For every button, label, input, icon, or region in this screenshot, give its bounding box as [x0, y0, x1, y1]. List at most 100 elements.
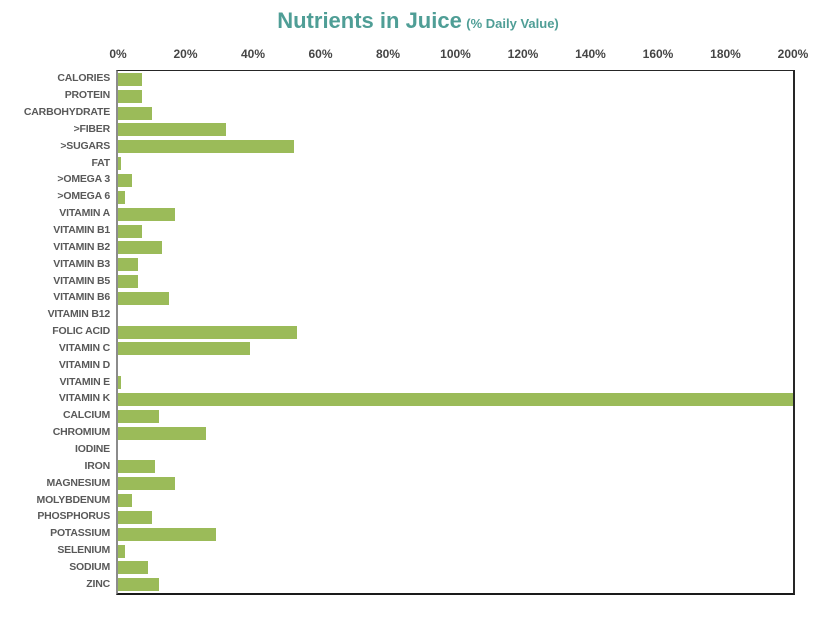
category-label: CALORIES	[57, 72, 110, 85]
bar	[118, 190, 125, 204]
bar-row	[118, 442, 793, 459]
x-axis-tick-label: 80%	[375, 47, 401, 61]
x-axis-tick-label: 40%	[240, 47, 266, 61]
category-label: CALCIUM	[62, 409, 110, 422]
category-label: IODINE	[75, 442, 110, 455]
bar-row	[118, 408, 793, 425]
bar	[118, 140, 294, 154]
bar-row	[118, 391, 793, 408]
category-label: FAT	[91, 156, 111, 169]
chart-title: Nutrients in Juice (% Daily Value)	[0, 8, 836, 34]
bar-row	[118, 256, 793, 273]
x-axis-tick-label: 0%	[109, 47, 127, 61]
bar-row	[118, 88, 793, 105]
bar	[118, 241, 162, 255]
bar	[118, 578, 159, 592]
category-label: PHOSPHORUS	[37, 510, 110, 523]
x-axis-tick-label: 200%	[777, 47, 809, 61]
category-label: VITAMIN B12	[47, 308, 111, 321]
bar	[118, 527, 216, 541]
category-label: >SUGARS	[60, 139, 110, 152]
bar-row	[118, 374, 793, 391]
bar	[118, 275, 139, 289]
bar-row	[118, 290, 793, 307]
category-label: VITAMIN B1	[53, 224, 110, 237]
bar-row	[118, 239, 793, 256]
bar-row	[118, 189, 793, 206]
bar	[118, 494, 132, 508]
bar	[118, 544, 125, 558]
category-label: VITAMIN B5	[53, 274, 110, 287]
bar-row	[118, 172, 793, 189]
bar-row	[118, 105, 793, 122]
bar	[118, 207, 176, 221]
category-label: VITAMIN B6	[53, 291, 110, 304]
category-labels: CALORIES PROTEIN CARBOHYDRATE >FIBER >SUGARS…	[0, 70, 110, 592]
bar	[118, 325, 297, 339]
bar-row	[118, 122, 793, 139]
category-label: CHROMIUM	[52, 426, 111, 439]
bar-row	[118, 206, 793, 223]
category-label: ZINC	[86, 577, 110, 590]
bar-row	[118, 307, 793, 324]
bar	[118, 224, 142, 238]
bar	[118, 123, 226, 137]
bar	[118, 342, 250, 356]
bar	[118, 426, 206, 440]
bar-row	[118, 559, 793, 576]
bar	[118, 477, 176, 491]
bar-row	[118, 341, 793, 358]
bar-row	[118, 324, 793, 341]
category-label: CARBOHYDRATE	[23, 106, 110, 119]
category-label: VITAMIN E	[59, 375, 110, 388]
bar-row	[118, 71, 793, 88]
category-label: VITAMIN C	[58, 341, 110, 354]
category-label: MOLYBDENUM	[36, 493, 111, 506]
category-label: SODIUM	[69, 560, 110, 573]
bar	[118, 72, 142, 86]
bar	[118, 258, 139, 272]
bar-row	[118, 138, 793, 155]
bar-row	[118, 273, 793, 290]
bar	[118, 291, 169, 305]
x-axis-tick-label: 180%	[710, 47, 741, 61]
bar	[118, 392, 793, 406]
bar-row	[118, 475, 793, 492]
chart-title-main: Nutrients in Juice	[277, 8, 462, 33]
category-label: VITAMIN D	[58, 358, 110, 371]
bar-row	[118, 357, 793, 374]
x-axis-tick-label: 60%	[308, 47, 333, 61]
bar	[118, 376, 122, 390]
bar-row	[118, 492, 793, 509]
category-label: VITAMIN B3	[53, 257, 110, 270]
x-axis-tick-label: 160%	[642, 47, 674, 61]
category-label: >FIBER	[73, 122, 111, 135]
x-axis-tick-label: 20%	[173, 47, 198, 61]
bar-row	[118, 155, 793, 172]
bar-row	[118, 543, 793, 560]
bar	[118, 510, 152, 524]
category-label: MAGNESIUM	[46, 476, 110, 489]
category-label: >OMEGA 3	[57, 173, 110, 186]
bar-row	[118, 576, 793, 593]
bar	[118, 89, 142, 103]
x-axis: 0% 20% 40% 60% 80% 100% 120% 140% 160% 180% 200%	[109, 47, 808, 62]
x-axis-tick-label: 100%	[440, 47, 471, 61]
x-axis-tick-label: 120%	[507, 47, 539, 61]
bar	[118, 561, 149, 575]
bar	[118, 157, 122, 171]
category-label: IRON	[84, 459, 111, 472]
category-label: POTASSIUM	[50, 527, 110, 540]
category-label: FOLIC ACID	[52, 325, 110, 338]
category-label: VITAMIN K	[58, 392, 110, 405]
category-label: VITAMIN A	[59, 207, 110, 220]
category-label: >OMEGA 6	[57, 190, 110, 203]
bar	[118, 173, 132, 187]
bar	[118, 409, 159, 423]
category-label: VITAMIN B2	[53, 240, 110, 253]
bar-row	[118, 458, 793, 475]
bar-row	[118, 425, 793, 442]
chart-title-subtitle: (% Daily Value)	[466, 16, 559, 31]
bar	[118, 106, 152, 120]
